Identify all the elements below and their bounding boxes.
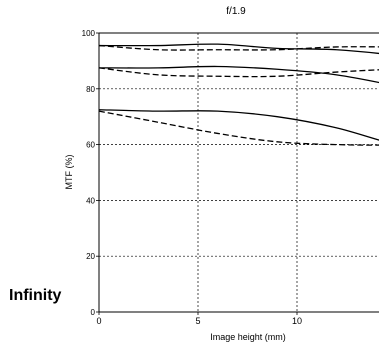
solid-mtf-curve (98, 43, 379, 55)
x-tick-label: 10 (292, 316, 302, 326)
x-tick-label: 5 (195, 316, 200, 326)
curves (98, 43, 379, 146)
y-tick-label: 0 (91, 308, 96, 317)
solid-mtf-curve (98, 65, 379, 84)
x-tick-label: 0 (96, 316, 101, 326)
y-tick-label: 60 (86, 141, 95, 150)
x-axis-label: Image height (mm) (210, 332, 286, 342)
y-tick-label: 100 (82, 29, 96, 38)
solid-mtf-curve (98, 109, 379, 141)
y-axis-label: MTF (%) (64, 155, 74, 190)
dashed-mtf-curve (98, 110, 379, 146)
y-tick-label: 20 (86, 252, 95, 261)
y-tick-label: 80 (86, 85, 95, 94)
y-tick-label: 40 (86, 196, 95, 205)
side-label: Infinity (9, 287, 62, 304)
chart-title: f/1.9 (226, 6, 246, 17)
axes: 0204060801000510152025 (82, 29, 379, 326)
